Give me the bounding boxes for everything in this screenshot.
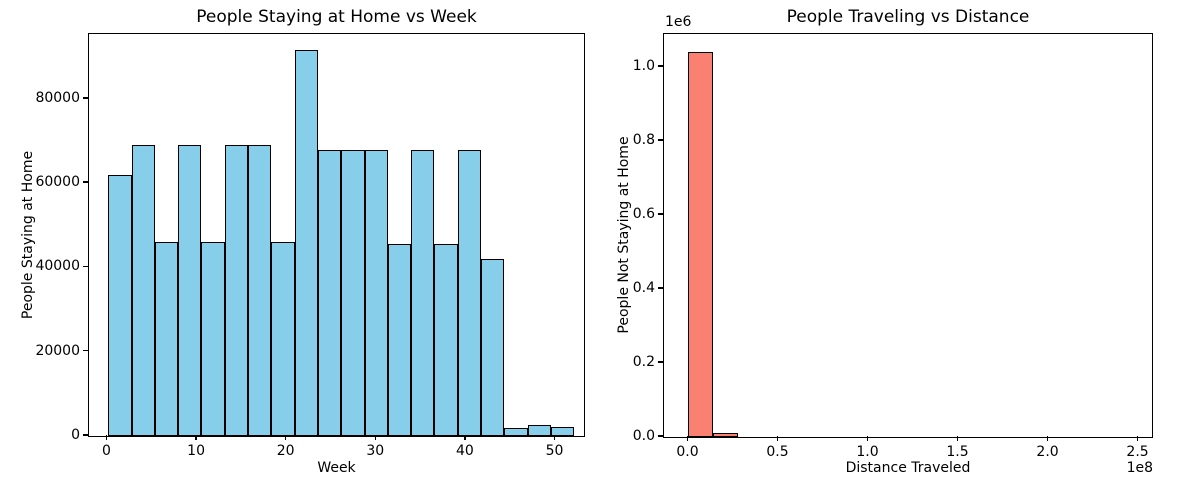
y-tick-label: 0: [71, 427, 80, 443]
histogram-bar: [271, 242, 295, 436]
y-tick-mark: [82, 181, 88, 183]
x-tick-label: 40: [455, 443, 474, 459]
histogram-bar: [341, 149, 365, 436]
x-tick-label: 10: [187, 443, 205, 459]
x-tick-mark: [686, 436, 689, 441]
right-chart-title: People Traveling vs Distance: [786, 7, 1030, 27]
x-tick-mark: [956, 436, 959, 441]
histogram-bar: [317, 149, 342, 436]
x-tick-mark: [464, 435, 466, 440]
left-chart-title: People Staying at Home vs Week: [196, 7, 477, 27]
histogram-bar: [178, 145, 202, 436]
right-chart-y-axis-label: People Not Staying at Home: [616, 136, 632, 334]
histogram-bar: [224, 145, 249, 436]
x-tick-label: 0.5: [766, 444, 789, 460]
histogram-bar: [504, 428, 528, 436]
histogram-bar: [201, 242, 225, 436]
histogram-bar: [527, 424, 551, 436]
y-tick-mark: [82, 265, 88, 268]
histogram-bar: [434, 244, 458, 436]
histogram-bar: [712, 433, 738, 437]
x-tick-mark: [195, 435, 197, 440]
x-tick-mark: [374, 435, 377, 440]
y-tick-label: 1.0: [632, 58, 655, 74]
y-tick-mark: [657, 139, 663, 141]
right-chart-plot-area: 0.0 0.5 1.0 1.5 2.0 2.5 0.0 0.2 0.4 0.6 0.8 1.0: [633, 33, 1153, 460]
x-tick-mark: [553, 435, 556, 440]
x-tick-label: 0.0: [676, 444, 699, 460]
y-tick-mark: [657, 287, 663, 289]
left-chart-x-axis-label: Week: [317, 460, 356, 476]
y-tick-label: 80000: [35, 89, 80, 106]
y-tick-label: 40000: [35, 258, 80, 275]
y-tick-mark: [657, 65, 663, 67]
y-tick-label: 0.8: [632, 132, 655, 148]
x-tick-label: 2.0: [1036, 444, 1059, 460]
histogram-bar: [387, 244, 412, 436]
histogram-bar: [364, 149, 388, 436]
x-tick-label: 20: [276, 443, 295, 459]
histogram-bar: [457, 149, 481, 436]
x-tick-label: 50: [545, 443, 564, 459]
histogram-bar: [411, 149, 435, 436]
histogram-bar: [248, 145, 272, 436]
y-tick-mark: [657, 213, 663, 215]
x-tick-label: 30: [366, 443, 385, 459]
histogram-bar: [108, 174, 132, 436]
x-tick-mark: [1046, 436, 1049, 441]
right-chart-x-axis-label: Distance Traveled: [845, 460, 971, 476]
x-tick-label: 1.0: [856, 444, 879, 460]
right-chart-y-axis-offset-text: 1e6: [665, 14, 692, 30]
y-tick-label: 20000: [35, 342, 80, 359]
y-tick-mark: [657, 361, 663, 363]
y-tick-label: 0.2: [632, 354, 655, 370]
x-tick-mark: [866, 436, 869, 441]
x-tick-label: 1.5: [946, 444, 969, 460]
histogram-bar: [131, 145, 155, 436]
y-tick-label: 60000: [35, 174, 80, 191]
histogram-bar: [154, 242, 179, 436]
y-tick-label: 0.6: [632, 206, 655, 222]
y-tick-mark: [657, 435, 663, 437]
histogram-bar: [481, 259, 505, 436]
y-tick-mark: [82, 97, 88, 99]
x-tick-mark: [284, 435, 287, 440]
y-tick-mark: [82, 349, 88, 352]
x-tick-label: 0: [102, 443, 111, 459]
x-tick-mark: [1136, 436, 1139, 441]
left-chart-plot-area: 0 10 20 30 40 50 0 20000 40000 60000 80000: [35, 33, 585, 459]
y-tick-label: 0.4: [632, 280, 655, 296]
histogram-bar: [687, 52, 713, 437]
right-chart-x-axis-offset-text: 1e8: [1126, 460, 1153, 476]
x-tick-mark: [105, 435, 108, 440]
x-tick-label: 2.5: [1126, 444, 1149, 460]
x-tick-mark: [776, 436, 779, 441]
histogram-bar: [550, 426, 575, 436]
y-tick-label: 0.0: [632, 428, 655, 444]
histogram-bar: [294, 49, 318, 436]
y-tick-mark: [82, 434, 88, 436]
